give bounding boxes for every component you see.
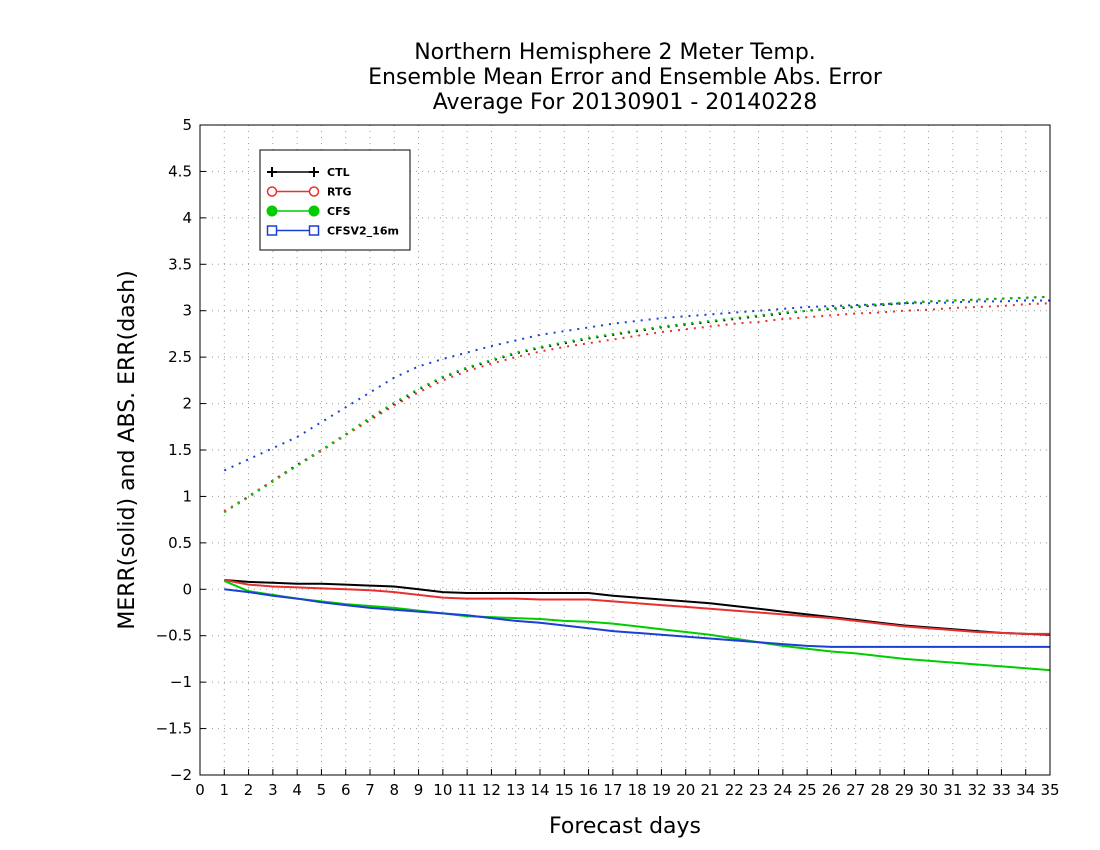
y-tick-label: 5 (182, 116, 192, 134)
x-tick-label: 29 (895, 781, 914, 799)
legend-marker-dot-icon (266, 205, 278, 217)
x-tick-label: 21 (700, 781, 719, 799)
x-tick-label: 27 (846, 781, 865, 799)
x-tick-label: 17 (603, 781, 622, 799)
x-tick-label: 14 (530, 781, 549, 799)
y-tick-label: −0.5 (156, 627, 192, 645)
x-tick-label: 34 (1016, 781, 1035, 799)
legend-entry-cfsv2-16m: CFSV2_16m (266, 225, 399, 238)
x-tick-label: 26 (822, 781, 841, 799)
legend-marker-circle-icon (266, 186, 278, 197)
x-tick-label: 22 (725, 781, 744, 799)
chart-title-line-3: Average For 20130901 - 20140228 (433, 90, 818, 115)
x-tick-label: 5 (317, 781, 327, 799)
legend-marker-square-icon (308, 225, 320, 236)
x-tick-label: 13 (506, 781, 525, 799)
x-tick-label: 6 (341, 781, 351, 799)
x-tick-label: 4 (292, 781, 302, 799)
chart-title-line-1: Northern Hemisphere 2 Meter Temp. (414, 40, 816, 65)
x-tick-label: 11 (458, 781, 477, 799)
legend-label: CFSV2_16m (327, 225, 399, 238)
y-tick-label: 2 (182, 395, 192, 413)
chart-title-line-2: Ensemble Mean Error and Ensemble Abs. Er… (368, 65, 883, 90)
legend-marker-circle-icon (308, 186, 320, 197)
legend-entry-cfs: CFS (266, 205, 351, 218)
x-tick-label: 31 (943, 781, 962, 799)
x-tick-label: 33 (992, 781, 1011, 799)
x-tick-label: 1 (220, 781, 230, 799)
y-tick-label: −1.5 (156, 720, 192, 738)
x-axis-label: Forecast days (549, 814, 701, 839)
y-tick-label: 1 (182, 487, 192, 505)
x-tick-label: 28 (870, 781, 889, 799)
series-rtg-merr-line (224, 579, 1050, 635)
x-tick-label: 8 (390, 781, 400, 799)
grid (200, 125, 1050, 775)
y-tick-label: 3.5 (168, 255, 192, 273)
x-tick-label: 3 (268, 781, 278, 799)
legend-label: CFS (327, 205, 351, 218)
x-tick-label: 20 (676, 781, 695, 799)
x-tick-label: 16 (579, 781, 598, 799)
legend-label: RTG (327, 186, 352, 199)
x-tick-label: 2 (244, 781, 254, 799)
x-tick-label: 19 (652, 781, 671, 799)
x-tick-label: 35 (1040, 781, 1059, 799)
legend-entry-ctl: CTL (267, 166, 350, 179)
x-tick-label: 23 (749, 781, 768, 799)
x-tick-label: 18 (628, 781, 647, 799)
y-tick-label: 0 (182, 580, 192, 598)
legend-entry-rtg: RTG (266, 186, 352, 199)
series-cfs-merr-line (223, 580, 1051, 672)
x-tick-label: 24 (773, 781, 792, 799)
legend-marker-dot-icon (308, 205, 320, 217)
y-tick-label: 4 (182, 209, 192, 227)
y-tick-label: 1.5 (168, 441, 192, 459)
axes: 0 1 2 3 4 5 6 7 8 9 10 11 12 13 14 15 16 17 18 19 20 21 22 23 24… (156, 116, 1060, 799)
series-cfsv2-16m-merr-line (224, 588, 1050, 648)
x-tick-label: 30 (919, 781, 938, 799)
x-tick-label: 15 (555, 781, 574, 799)
y-tick-label: 2.5 (168, 348, 192, 366)
y-axis-label: MERR(solid) and ABS. ERR(dash) (115, 270, 140, 629)
series-cfs-abs-line (223, 295, 1051, 514)
series-cfsv2-16m-abs-line (223, 299, 1050, 472)
legend-marker-plus-icon (267, 167, 277, 177)
x-tick-label: 10 (433, 781, 452, 799)
y-tick-label: 4.5 (168, 162, 192, 180)
x-tick-label: 32 (968, 781, 987, 799)
x-tick-label: 25 (798, 781, 817, 799)
legend-marker-square-icon (266, 225, 278, 236)
x-tick-label: 7 (365, 781, 375, 799)
y-tick-label: −2 (170, 766, 192, 784)
x-tick-label: 12 (482, 781, 501, 799)
legend: CTL RTG CFS CFSV2_16m (259, 149, 411, 251)
x-tick-label: 9 (414, 781, 424, 799)
legend-marker-plus-icon (309, 167, 319, 177)
y-tick-label: 3 (182, 302, 192, 320)
y-tick-label: −1 (170, 673, 192, 691)
legend-label: CTL (327, 166, 350, 179)
series-layer (223, 295, 1051, 672)
y-tick-label: 0.5 (168, 534, 192, 552)
legend-box (259, 149, 411, 251)
x-tick-label: 0 (195, 781, 205, 799)
